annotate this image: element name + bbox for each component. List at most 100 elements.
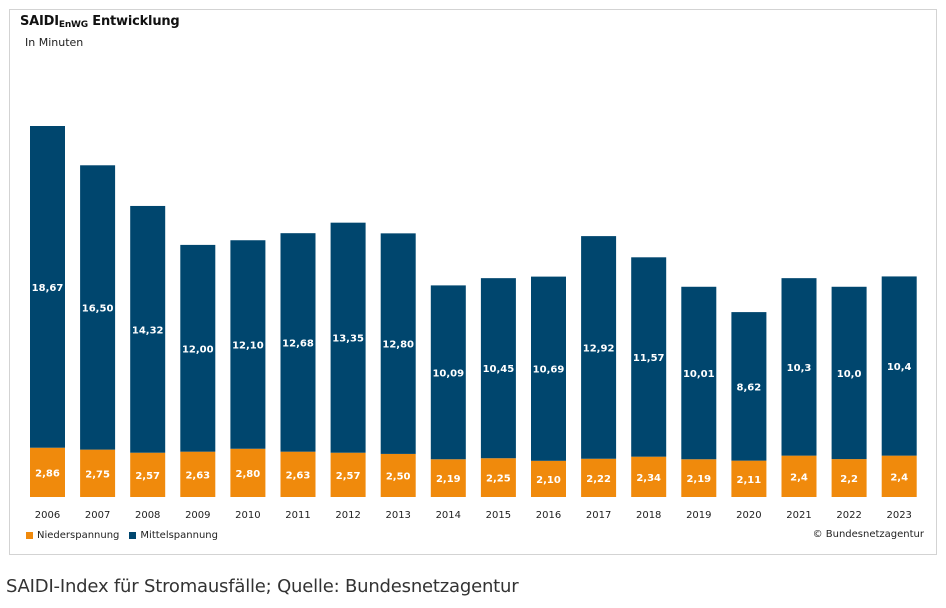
data-label-niederspannung-2014: 2,19 xyxy=(436,474,461,485)
data-label-niederspannung-2020: 2,11 xyxy=(737,475,762,486)
data-label-niederspannung-2012: 2,57 xyxy=(336,471,361,482)
data-label-niederspannung-2017: 2,22 xyxy=(586,474,611,485)
data-label-mittelspannung-2013: 12,80 xyxy=(382,340,414,351)
legend-item-mittelspannung: Mittelspannung xyxy=(129,530,218,541)
bar-niederspannung-2017 xyxy=(581,458,617,497)
bar-mittelspannung-2007 xyxy=(80,165,116,450)
bar-niederspannung-2007 xyxy=(80,449,116,497)
data-label-niederspannung-2011: 2,63 xyxy=(286,470,311,481)
data-label-mittelspannung-2016: 10,69 xyxy=(533,365,565,376)
data-label-mittelspannung-2023: 10,4 xyxy=(887,362,912,373)
data-label-niederspannung-2018: 2,34 xyxy=(636,473,661,484)
x-tick-label-2008: 2008 xyxy=(135,510,160,521)
bar-niederspannung-2011 xyxy=(280,451,316,497)
stacked-bar-chart: 2,86 18,67 2006 2,75 16,50 2007 2,57 14,32 2008 2… xyxy=(30,126,917,521)
x-tick-label-2009: 2009 xyxy=(185,510,210,521)
bar-niederspannung-2018 xyxy=(631,456,667,497)
bar-mittelspannung-2006 xyxy=(30,126,65,448)
bar-mittelspannung-2020 xyxy=(731,312,767,461)
data-label-mittelspannung-2009: 12,00 xyxy=(182,344,214,355)
data-label-niederspannung-2006: 2,86 xyxy=(35,468,60,479)
image-caption: SAIDI-Index für Stromausfälle; Quelle: B… xyxy=(6,576,519,597)
data-label-niederspannung-2021: 2,4 xyxy=(790,472,808,483)
data-label-mittelspannung-2010: 12,10 xyxy=(232,340,264,351)
chart-title: SAIDIEnWG Entwicklung xyxy=(20,14,180,30)
x-tick-label-2017: 2017 xyxy=(586,510,611,521)
x-tick-label-2015: 2015 xyxy=(486,510,511,521)
legend-label-niederspannung: Niederspannung xyxy=(37,530,120,541)
x-tick-label-2018: 2018 xyxy=(636,510,661,521)
bar-niederspannung-2020 xyxy=(731,460,767,497)
x-tick-label-2022: 2022 xyxy=(836,510,861,521)
data-label-mittelspannung-2019: 10,01 xyxy=(683,369,715,380)
bar-mittelspannung-2013 xyxy=(380,233,416,454)
x-tick-label-2006: 2006 xyxy=(35,510,60,521)
copyright-notice: © Bundesnetzagentur xyxy=(812,529,924,540)
bar-niederspannung-2009 xyxy=(180,451,216,497)
legend-swatch-mittelspannung xyxy=(129,532,137,539)
data-label-niederspannung-2022: 2,2 xyxy=(840,474,858,485)
bar-mittelspannung-2017 xyxy=(581,236,617,459)
data-label-mittelspannung-2018: 11,57 xyxy=(633,353,665,364)
legend-item-niederspannung: Niederspannung xyxy=(26,530,119,541)
bar-mittelspannung-2018 xyxy=(631,257,667,457)
chart-subtitle: In Minuten xyxy=(25,36,84,49)
bar-niederspannung-2021 xyxy=(781,455,817,497)
data-label-mittelspannung-2011: 12,68 xyxy=(282,338,314,349)
data-label-mittelspannung-2022: 10,0 xyxy=(837,369,862,380)
x-tick-label-2013: 2013 xyxy=(385,510,410,521)
x-tick-label-2016: 2016 xyxy=(536,510,561,521)
bar-niederspannung-2022 xyxy=(831,459,867,497)
bar-niederspannung-2023 xyxy=(881,455,917,497)
data-label-mittelspannung-2007: 16,50 xyxy=(82,303,114,314)
data-label-niederspannung-2019: 2,19 xyxy=(686,474,711,485)
x-tick-label-2007: 2007 xyxy=(85,510,110,521)
bar-niederspannung-2014 xyxy=(430,459,466,497)
x-tick-label-2023: 2023 xyxy=(886,510,911,521)
data-label-niederspannung-2015: 2,25 xyxy=(486,474,511,485)
data-label-mittelspannung-2008: 14,32 xyxy=(132,325,164,336)
data-label-mittelspannung-2021: 10,3 xyxy=(787,363,812,374)
x-tick-label-2019: 2019 xyxy=(686,510,711,521)
bar-mittelspannung-2011 xyxy=(280,233,316,452)
bar-mittelspannung-2015 xyxy=(480,278,516,459)
bar-mittelspannung-2023 xyxy=(881,276,917,456)
bar-mittelspannung-2022 xyxy=(831,286,867,460)
bar-mittelspannung-2019 xyxy=(681,286,717,460)
data-label-mittelspannung-2017: 12,92 xyxy=(583,343,615,354)
bar-mittelspannung-2009 xyxy=(180,244,216,452)
data-label-niederspannung-2023: 2,4 xyxy=(890,472,908,483)
data-label-mittelspannung-2020: 8,62 xyxy=(737,382,762,393)
data-label-niederspannung-2007: 2,75 xyxy=(85,469,110,480)
bar-niederspannung-2019 xyxy=(681,459,717,497)
data-label-mittelspannung-2014: 10,09 xyxy=(432,368,464,379)
data-label-niederspannung-2013: 2,50 xyxy=(386,471,411,482)
data-label-niederspannung-2016: 2,10 xyxy=(536,475,561,486)
bar-niederspannung-2016 xyxy=(531,460,566,497)
bar-niederspannung-2012 xyxy=(330,452,366,497)
x-tick-label-2011: 2011 xyxy=(285,510,310,521)
data-label-niederspannung-2010: 2,80 xyxy=(236,469,261,480)
x-tick-label-2012: 2012 xyxy=(335,510,360,521)
bar-mittelspannung-2008 xyxy=(130,205,166,453)
data-label-niederspannung-2008: 2,57 xyxy=(135,471,160,482)
data-label-mittelspannung-2006: 18,67 xyxy=(32,283,64,294)
bar-niederspannung-2010 xyxy=(230,448,266,497)
x-tick-label-2020: 2020 xyxy=(736,510,761,521)
legend-swatch-niederspannung xyxy=(26,532,33,539)
bar-mittelspannung-2014 xyxy=(430,285,466,460)
bar-niederspannung-2015 xyxy=(480,458,516,497)
chart-legend: Niederspannung Mittelspannung xyxy=(26,530,218,541)
x-tick-label-2021: 2021 xyxy=(786,510,811,521)
bar-niederspannung-2006 xyxy=(30,447,65,497)
bar-mittelspannung-2021 xyxy=(781,278,817,456)
data-label-mittelspannung-2015: 10,45 xyxy=(483,364,515,375)
x-tick-label-2010: 2010 xyxy=(235,510,260,521)
bar-niederspannung-2008 xyxy=(130,452,166,497)
legend-label-mittelspannung: Mittelspannung xyxy=(140,530,218,541)
bar-niederspannung-2013 xyxy=(380,453,416,497)
x-tick-label-2014: 2014 xyxy=(436,510,461,521)
bar-mittelspannung-2010 xyxy=(230,240,266,449)
data-label-niederspannung-2009: 2,63 xyxy=(185,470,210,481)
data-label-mittelspannung-2012: 13,35 xyxy=(332,334,364,345)
